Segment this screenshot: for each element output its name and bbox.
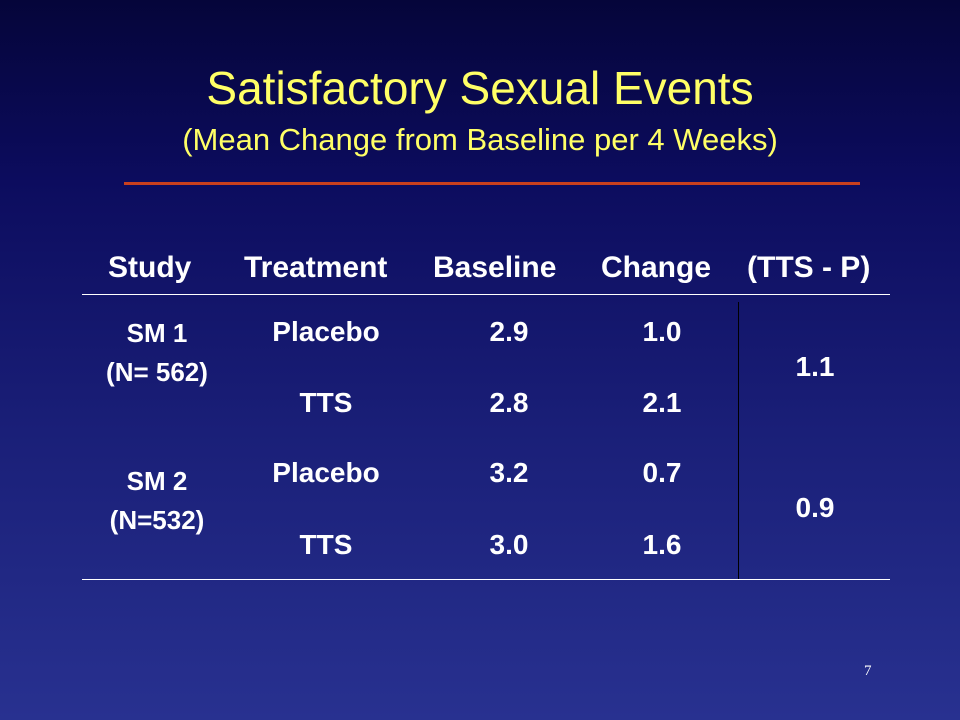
title-underline	[124, 182, 860, 185]
column-divider	[738, 302, 739, 579]
table-bottom-rule	[82, 579, 890, 580]
treatment-cell: TTS	[299, 529, 353, 560]
header-study: Study	[108, 251, 192, 284]
baseline-cell: 2.8	[489, 387, 529, 418]
slide-subtitle: (Mean Change from Baseline per 4 Weeks)	[182, 122, 778, 157]
treatment-cell: TTS	[299, 387, 353, 418]
study-name: SM 2	[126, 466, 188, 496]
study-sample-size: (N=532)	[109, 505, 205, 535]
baseline-cell: 2.9	[489, 316, 529, 347]
treatment-cell: Placebo	[272, 457, 380, 488]
baseline-cell: 3.0	[489, 529, 529, 560]
change-cell: 1.6	[642, 529, 682, 560]
header-treatment: Treatment	[244, 251, 388, 284]
difference-cell: 1.1	[795, 351, 835, 382]
study-sample-size: (N= 562)	[106, 357, 208, 387]
baseline-cell: 3.2	[489, 457, 529, 488]
page-number: 7	[864, 663, 872, 679]
difference-cell: 0.9	[795, 492, 835, 523]
header-baseline: Baseline	[433, 251, 557, 284]
treatment-cell: Placebo	[272, 316, 380, 347]
header-difference: (TTS - P)	[747, 251, 871, 284]
change-cell: 1.0	[642, 316, 682, 347]
header-divider	[82, 294, 890, 295]
header-change: Change	[601, 251, 712, 284]
study-name: SM 1	[126, 318, 188, 348]
slide-title: Satisfactory Sexual Events	[206, 62, 754, 114]
change-cell: 0.7	[642, 457, 682, 488]
change-cell: 2.1	[642, 387, 682, 418]
